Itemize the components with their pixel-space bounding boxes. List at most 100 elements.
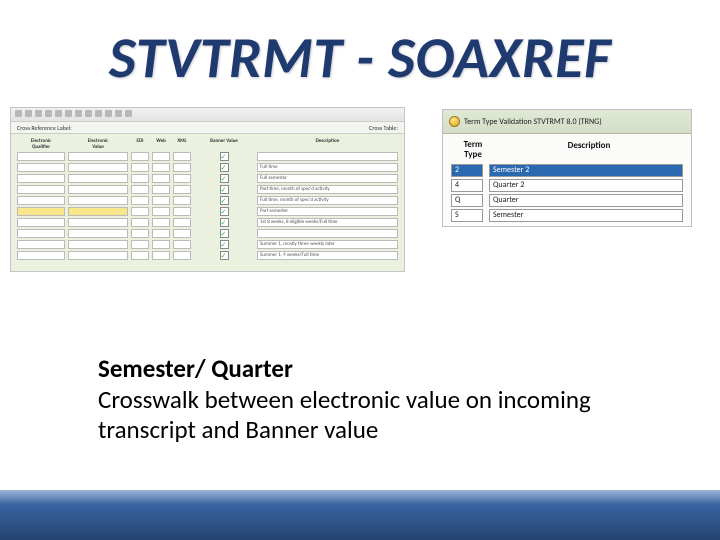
cell <box>131 152 149 161</box>
body-description: Crosswalk between electronic value on in… <box>98 385 638 446</box>
cell <box>17 218 65 227</box>
col-header: Electronic Qualifier <box>17 138 65 150</box>
cell <box>131 218 149 227</box>
cell <box>220 218 229 227</box>
cell <box>131 207 149 216</box>
cell <box>68 229 128 238</box>
stvtrmt-table: Term Type Description 2 Semester 2 4 Quarte… <box>443 134 691 230</box>
cell-desc: Quarter 2 <box>489 179 683 192</box>
cell <box>257 152 398 161</box>
cell <box>131 174 149 183</box>
cell <box>131 251 149 260</box>
cell <box>173 240 191 249</box>
cell <box>173 207 191 216</box>
cell-desc: Semester <box>489 209 683 222</box>
footer-bar <box>0 490 720 540</box>
cell <box>173 196 191 205</box>
cell-code: S <box>451 209 483 222</box>
cell <box>17 185 65 194</box>
cell <box>17 196 65 205</box>
col-header: Electronic Value <box>68 138 128 150</box>
stvtrmt-thead: Term Type Description <box>451 140 683 164</box>
col-header: Description <box>257 138 398 150</box>
cell <box>220 185 229 194</box>
cell <box>17 229 65 238</box>
cell <box>152 174 170 183</box>
cell <box>220 240 229 249</box>
cell <box>152 185 170 194</box>
screenshot-area: Cross Reference Label: Cross Table: Elec… <box>0 107 720 277</box>
cell <box>173 152 191 161</box>
cell <box>173 229 191 238</box>
cell: Summer 1, 4 weeks/Full time <box>257 251 398 260</box>
cell <box>152 251 170 260</box>
cell <box>257 229 398 238</box>
cell <box>131 240 149 249</box>
cell <box>220 174 229 183</box>
soaxref-body: Electronic QualifierElectronic ValueEDIW… <box>11 134 404 271</box>
table-row: 4 Quarter 2 <box>451 179 683 192</box>
cell-code: 4 <box>451 179 483 192</box>
cell <box>173 185 191 194</box>
cell <box>220 163 229 172</box>
cell <box>17 240 65 249</box>
cell <box>173 251 191 260</box>
cell <box>68 163 128 172</box>
cell <box>220 251 229 260</box>
soaxref-toolbar <box>11 108 404 122</box>
cell <box>152 229 170 238</box>
cell-desc: Quarter <box>489 194 683 207</box>
cell <box>68 251 128 260</box>
cell: Part time, month of spec'd activity <box>257 185 398 194</box>
cell <box>68 174 128 183</box>
cell <box>152 163 170 172</box>
cell <box>220 229 229 238</box>
cell <box>17 207 65 216</box>
cell <box>131 196 149 205</box>
cell <box>152 196 170 205</box>
soaxref-screenshot: Cross Reference Label: Cross Table: Elec… <box>10 107 405 272</box>
cell <box>152 218 170 227</box>
col-header: EDI <box>131 138 149 150</box>
stvtrmt-titlebar: Term Type Validation STVTRMT 8.0 (TRNG) <box>443 110 691 134</box>
cell <box>131 163 149 172</box>
subbar-label-left: Cross Reference Label: <box>17 124 72 131</box>
cell <box>68 152 128 161</box>
cell <box>220 207 229 216</box>
cell <box>131 229 149 238</box>
cell <box>152 207 170 216</box>
cell-code: 2 <box>451 164 483 177</box>
col-header: XML <box>173 138 191 150</box>
table-row: Q Quarter <box>451 194 683 207</box>
th-term-type: Term Type <box>451 140 495 160</box>
cell <box>220 152 229 161</box>
cell <box>68 218 128 227</box>
cell <box>152 152 170 161</box>
cell-code: Q <box>451 194 483 207</box>
stvtrmt-screenshot: Term Type Validation STVTRMT 8.0 (TRNG) … <box>442 109 692 227</box>
cell <box>173 218 191 227</box>
cell: 1st 8 weeks, 8 eligible weeks/Full time <box>257 218 398 227</box>
cell <box>220 196 229 205</box>
cell <box>17 163 65 172</box>
cell <box>131 185 149 194</box>
col-header: Banner Value <box>194 138 254 150</box>
cell <box>68 207 128 216</box>
cell <box>173 163 191 172</box>
cell <box>68 185 128 194</box>
body-heading: Semester/ Quarter <box>98 354 638 385</box>
cell <box>68 196 128 205</box>
window-icon <box>449 116 460 127</box>
cell <box>173 174 191 183</box>
th-description: Description <box>495 140 683 160</box>
body-text: Semester/ Quarter Crosswalk between elec… <box>98 354 638 446</box>
col-header: Web <box>152 138 170 150</box>
cell: Part semester <box>257 207 398 216</box>
page-title: STVTRMT - SOAXREF <box>0 0 720 107</box>
cell: Full time <box>257 163 398 172</box>
cell: Full semester <box>257 174 398 183</box>
cell <box>68 240 128 249</box>
cell-desc: Semester 2 <box>489 164 683 177</box>
table-row: S Semester <box>451 209 683 222</box>
cell: Full time, month of spec'd activity <box>257 196 398 205</box>
